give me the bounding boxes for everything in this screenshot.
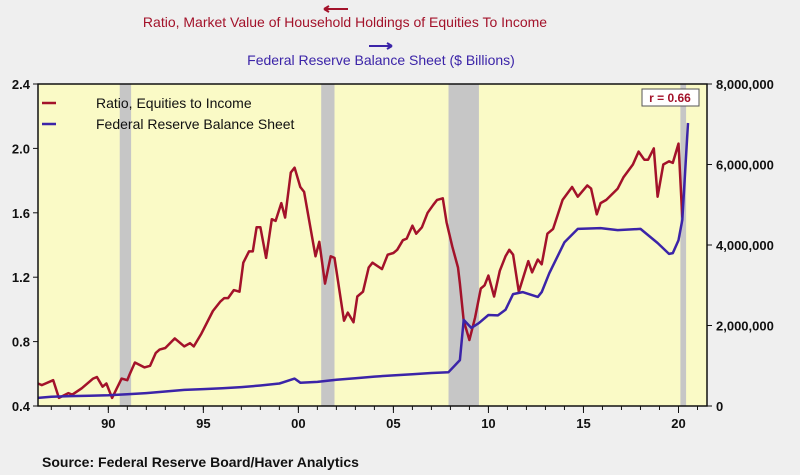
y-left-tick-label: 1.2 [12, 270, 30, 285]
series-line-ratio [37, 142, 684, 400]
x-tick-label: 90 [101, 416, 115, 431]
x-tick-label: 15 [576, 416, 590, 431]
y-right-tick-label: 2,000,000 [716, 319, 774, 334]
y-left-tick-label: 0.4 [12, 399, 31, 414]
x-tick-label: 20 [671, 416, 685, 431]
left-series-title: Ratio, Market Value of Household Holding… [143, 14, 547, 30]
correlation-annotation: r = 0.66 [649, 91, 691, 105]
recession-band [119, 84, 132, 406]
y-right-tick-label: 0 [716, 399, 723, 414]
recession-band [321, 84, 335, 406]
legend-label-ratio: Ratio, Equities to Income [96, 95, 252, 111]
right-arrow-icon [369, 42, 393, 50]
source-note: Source: Federal Reserve Board/Haver Anal… [42, 454, 359, 470]
x-tick-label: 05 [386, 416, 400, 431]
x-tick-label: 00 [291, 416, 305, 431]
y-right-tick-label: 8,000,000 [716, 77, 774, 92]
y-left-tick-label: 2.4 [12, 77, 31, 92]
recession-band [680, 84, 687, 406]
right-series-title: Federal Reserve Balance Sheet ($ Billion… [247, 52, 515, 68]
recession-band [448, 84, 479, 406]
y-left-tick-label: 2.0 [12, 141, 30, 156]
y-left-tick-label: 0.8 [12, 335, 30, 350]
series-line-fed [37, 122, 690, 400]
plot-area [38, 84, 707, 406]
x-tick-label: 95 [196, 416, 210, 431]
x-tick-label: 10 [481, 416, 495, 431]
left-arrow-icon [323, 5, 348, 13]
y-right-tick-label: 6,000,000 [716, 158, 774, 173]
y-left-tick-label: 1.6 [12, 206, 30, 221]
annotation-box [641, 88, 700, 107]
legend-label-fed: Federal Reserve Balance Sheet [96, 116, 295, 132]
y-right-tick-label: 4,000,000 [716, 238, 774, 253]
